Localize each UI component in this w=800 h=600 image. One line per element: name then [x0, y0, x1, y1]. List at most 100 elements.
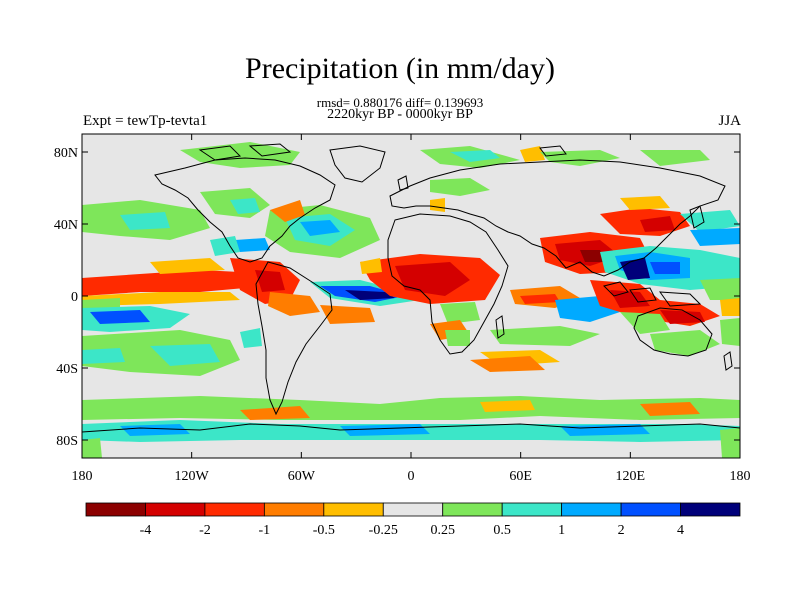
colorbar-label: 0.5 — [493, 523, 511, 538]
anomaly-patch — [82, 438, 102, 458]
experiment-label: Expt = tewTp-tevta1 — [83, 113, 208, 129]
lat-tick-label: 80N — [54, 146, 78, 161]
colorbar-label: 2 — [618, 523, 625, 538]
anomaly-patch — [720, 428, 740, 458]
anomaly-patch — [150, 344, 220, 366]
colorbar-swatch — [620, 502, 681, 517]
chart-title: Precipitation (in mm/day) — [245, 52, 555, 85]
coastline-island — [539, 145, 567, 157]
lon-tick-label: 60W — [288, 469, 316, 484]
anomaly-patch — [82, 348, 125, 364]
colorbar-swatch — [85, 502, 146, 517]
anomaly-patch — [580, 250, 605, 262]
anomaly-patch — [430, 198, 445, 212]
anomaly-patch — [268, 292, 320, 316]
coastline-new-zealand — [723, 351, 733, 371]
anomaly-patch — [470, 356, 545, 372]
anomaly-patch — [235, 238, 270, 252]
lon-tick-label: 120W — [175, 469, 210, 484]
coastline-uk — [397, 175, 409, 191]
anomaly-patch — [360, 258, 382, 274]
anomaly-patch — [620, 196, 670, 210]
coastlines — [82, 143, 740, 433]
anomaly-patch — [560, 424, 650, 436]
anomaly-patch — [120, 212, 170, 230]
colorbar-label: 1 — [558, 523, 565, 538]
colorbar-swatch — [382, 502, 444, 517]
colorbar-label: -4 — [140, 523, 152, 538]
anomaly-patch — [150, 258, 225, 274]
colorbar-swatch — [442, 502, 503, 517]
coastline-greenland — [329, 145, 386, 183]
anomaly-patch — [490, 326, 600, 346]
colorbar-swatch — [323, 502, 384, 517]
coastline-australia — [633, 307, 713, 357]
anomaly-patch — [240, 328, 262, 348]
coastline-north-america — [154, 157, 336, 263]
anomaly-patch — [445, 330, 470, 346]
anomaly-patch — [430, 178, 490, 196]
coastline-madagascar — [495, 315, 505, 339]
anomaly-patch — [520, 146, 545, 162]
colorbar-swatch — [204, 502, 265, 517]
anomaly-patch — [240, 406, 310, 420]
anomaly-patch — [650, 262, 680, 274]
anomaly-patch — [340, 424, 430, 436]
lon-tick-label: 120E — [616, 469, 646, 484]
anomaly-patch — [210, 236, 240, 256]
stats-line: rmsd= 0.880176 diff= 0.139693 — [316, 95, 484, 110]
colorbar-labels: -4 -2 -1 -0.5 -0.25 0.25 0.5 1 2 4 — [140, 523, 684, 538]
anomaly-patch — [82, 270, 245, 296]
coastline-africa — [387, 213, 509, 355]
anomaly-patch — [270, 200, 305, 222]
anomaly-patch — [640, 402, 700, 416]
colorbar-swatch — [145, 502, 206, 517]
coastline-island — [603, 281, 629, 297]
lat-tick-label: 40N — [54, 218, 78, 233]
colorbar-swatch — [680, 502, 741, 517]
coastline-antarctica — [82, 423, 740, 433]
lat-tick-label: 0 — [71, 290, 78, 305]
colorbar-label: -0.5 — [313, 523, 335, 538]
anomaly-patch — [640, 216, 675, 232]
anomaly-patch — [300, 220, 340, 236]
lon-tick-label: 180 — [730, 469, 751, 484]
lat-tick-label: 80S — [56, 434, 78, 449]
anomaly-patch — [255, 270, 285, 292]
anomaly-patch — [320, 305, 375, 324]
anomaly-patch — [345, 290, 395, 300]
anomaly-patch — [660, 310, 705, 324]
anomaly-patch — [640, 150, 710, 166]
coastline-eurasia — [389, 159, 726, 277]
coastline-island — [629, 287, 657, 303]
coastline-south-america — [255, 261, 333, 416]
colorbar-label: 4 — [677, 523, 684, 538]
anomaly-patch — [540, 150, 620, 166]
anomaly-patch — [650, 330, 720, 356]
coastline-island — [248, 143, 292, 157]
anomaly-patch — [690, 228, 740, 246]
lon-tick-label: 60E — [509, 469, 532, 484]
anomaly-patch — [620, 312, 670, 334]
anomaly-patch — [440, 302, 480, 324]
anomaly-patch — [82, 442, 740, 458]
longitude-axis: 180 120W 60W 0 60E 120E 180 — [72, 134, 751, 484]
latitude-axis: 80N 40N 0 40S 80S — [54, 146, 740, 449]
anomaly-patch — [90, 310, 150, 324]
period-subtitle: 2220kyr BP - 0000kyr BP — [327, 107, 473, 122]
lon-tick-label: 0 — [408, 469, 415, 484]
colorbar — [85, 502, 741, 517]
colorbar-label: 0.25 — [430, 523, 455, 538]
anomaly-patch — [520, 294, 560, 304]
colorbar-label: -2 — [199, 523, 211, 538]
colorbar-label: -0.25 — [369, 523, 398, 538]
coastline-japan — [689, 205, 705, 229]
anomaly-patch — [700, 278, 740, 300]
anomaly-patch — [480, 400, 535, 412]
anomaly-patch — [82, 292, 240, 306]
anomaly-patch — [395, 262, 470, 296]
lat-tick-label: 40S — [56, 362, 78, 377]
colorbar-label: -1 — [259, 523, 271, 538]
colorbar-swatch — [501, 502, 563, 517]
